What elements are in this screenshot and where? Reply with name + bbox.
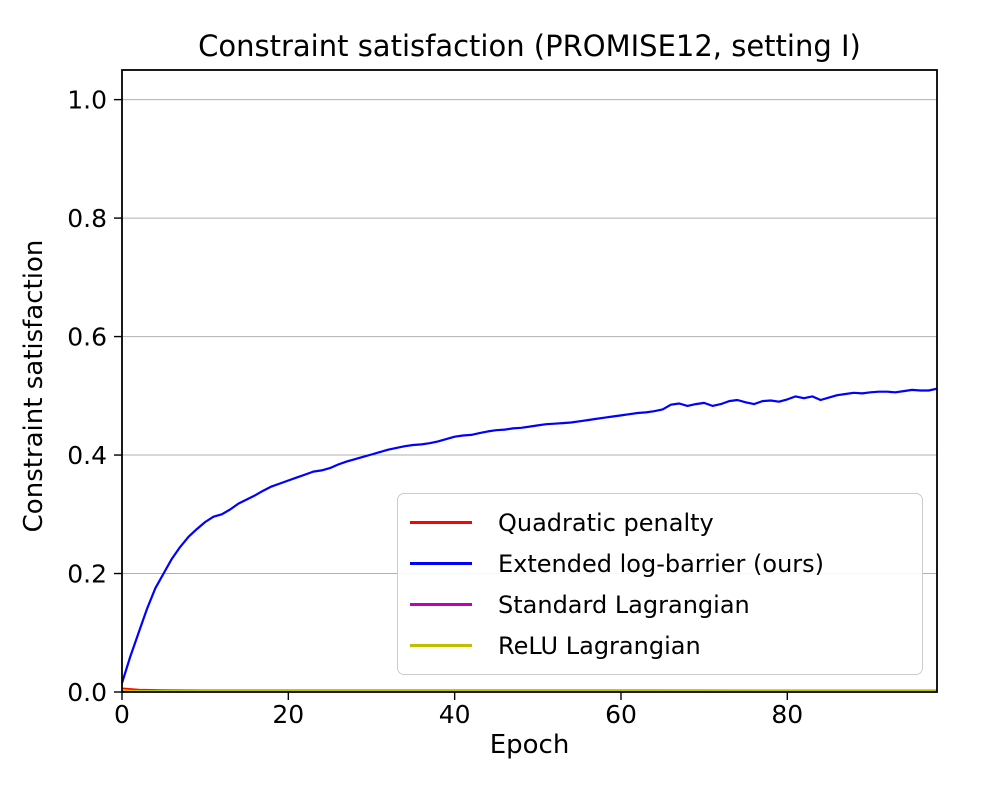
legend-row: Extended log-barrier (ours) [398,547,922,581]
y-tick-label: 0.0 [67,678,107,707]
legend-label: Quadratic penalty [498,508,714,537]
plot-spines [121,69,938,693]
x-tick-label: 60 [605,700,637,729]
legend-line-sample [410,521,472,524]
legend-label: Extended log-barrier (ours) [498,549,825,578]
y-axis-label: Constraint satisfaction [19,239,49,533]
legend-row: Standard Lagrangian [398,588,922,622]
legend-line-sample [410,562,472,565]
y-axis-ticks: 0.0 0.2 0.4 0.6 0.8 1.0 [67,86,122,707]
legend-label: ReLU Lagrangian [498,631,701,660]
chart-title: Constraint satisfaction (PROMISE12, sett… [198,29,861,63]
x-axis-ticks: 0 20 40 60 80 [114,692,803,729]
y-tick-label: 0.6 [67,323,107,352]
y-tick-label: 0.2 [67,560,107,589]
legend-line-sample [410,644,472,647]
x-tick-label: 40 [439,700,471,729]
legend-box: Quadratic penalty Extended log-barrier (o… [397,493,923,675]
x-tick-label: 0 [114,700,130,729]
legend-line-sample [410,603,472,606]
legend-row: Quadratic penalty [398,506,922,540]
legend-label: Standard Lagrangian [498,590,750,619]
y-tick-label: 0.8 [67,204,107,233]
y-tick-label: 1.0 [67,86,107,115]
x-tick-label: 20 [272,700,304,729]
legend-row: ReLU Lagrangian [398,629,922,663]
y-tick-label: 0.4 [67,441,107,470]
x-tick-label: 80 [771,700,803,729]
x-axis-label: Epoch [489,730,570,760]
series-line-1 [120,387,938,684]
